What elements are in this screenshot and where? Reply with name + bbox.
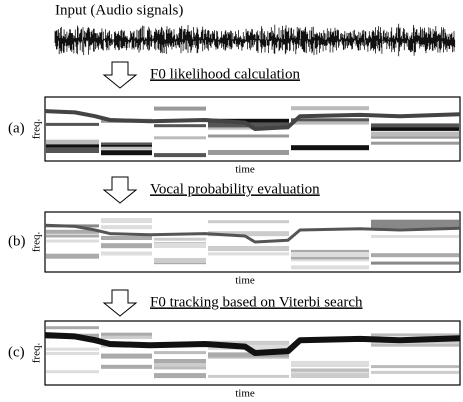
likelihood-bar	[291, 106, 369, 111]
likelihood-bar	[154, 351, 206, 355]
likelihood-bar	[101, 332, 152, 336]
likelihood-bar	[208, 340, 289, 346]
step-title: F0 tracking based on Viterbi search	[150, 294, 363, 310]
likelihood-bar	[291, 373, 369, 378]
likelihood-bar	[154, 124, 206, 128]
likelihood-bar	[101, 225, 152, 230]
panel-label: (b)	[8, 233, 26, 249]
likelihood-bar	[46, 139, 99, 145]
likelihood-bar	[371, 126, 459, 131]
likelihood-bar	[154, 107, 206, 111]
arrow	[102, 289, 138, 317]
likelihood-bar	[101, 364, 152, 369]
likelihood-bar	[371, 370, 459, 374]
likelihood-bar	[291, 360, 369, 366]
likelihood-bar	[46, 352, 99, 355]
likelihood-bar	[154, 243, 206, 248]
likelihood-bar	[371, 343, 459, 347]
likelihood-bar	[208, 231, 289, 237]
arrow	[102, 176, 138, 204]
y-axis-label: freq.	[31, 232, 43, 253]
likelihood-bar	[291, 145, 369, 149]
likelihood-bar	[154, 366, 206, 370]
arrow	[102, 61, 138, 89]
likelihood-bar	[371, 333, 459, 337]
likelihood-bar	[46, 147, 99, 153]
waveform	[54, 23, 456, 57]
panel-label: (c)	[8, 344, 25, 360]
likelihood-bar	[46, 239, 99, 243]
likelihood-bar	[291, 368, 369, 372]
panel-label: (a)	[8, 120, 25, 136]
x-axis-label: time	[235, 164, 255, 176]
likelihood-bar	[46, 122, 99, 126]
likelihood-bar	[371, 131, 459, 137]
likelihood-bar	[208, 252, 289, 256]
likelihood-bar	[208, 247, 289, 252]
likelihood-bar	[46, 370, 99, 374]
likelihood-bar	[371, 219, 459, 225]
likelihood-bar	[371, 141, 459, 145]
likelihood-bar	[371, 234, 459, 238]
likelihood-bar	[101, 334, 152, 339]
likelihood-bar	[371, 253, 459, 258]
likelihood-bar	[371, 365, 459, 369]
likelihood-bar	[101, 218, 152, 223]
likelihood-bar	[154, 237, 206, 241]
y-axis-label: freq.	[31, 343, 43, 364]
likelihood-bar	[291, 265, 369, 270]
y-axis-label: freq.	[31, 119, 43, 140]
likelihood-bar	[101, 145, 152, 148]
likelihood-bar	[46, 144, 99, 149]
f0-curve	[44, 223, 461, 244]
likelihood-bar	[101, 146, 152, 150]
likelihood-bar	[46, 234, 99, 238]
likelihood-bar	[46, 253, 99, 259]
likelihood-bar	[154, 136, 206, 140]
x-axis-label: time	[235, 388, 255, 400]
likelihood-bar	[291, 118, 369, 122]
likelihood-bar	[46, 229, 99, 234]
likelihood-bar	[46, 326, 99, 330]
likelihood-bar	[154, 258, 206, 263]
likelihood-bar	[101, 150, 152, 156]
likelihood-bar	[371, 223, 459, 229]
likelihood-bar	[101, 353, 152, 359]
waveform-path	[54, 23, 456, 57]
likelihood-bar	[101, 243, 152, 249]
likelihood-bar	[101, 251, 152, 256]
likelihood-bar	[208, 134, 289, 138]
likelihood-bar	[371, 261, 459, 265]
likelihood-bar	[208, 150, 289, 155]
f0-curve	[44, 332, 461, 356]
likelihood-bar	[154, 373, 206, 379]
likelihood-bar	[154, 359, 206, 363]
step-title: Vocal probability evaluation	[150, 181, 320, 197]
likelihood-bar	[208, 220, 289, 224]
likelihood-bar	[46, 347, 99, 351]
likelihood-bar	[291, 119, 369, 125]
likelihood-bar	[101, 236, 152, 240]
x-axis-label: time	[235, 275, 255, 287]
likelihood-bar	[291, 147, 369, 151]
likelihood-bar	[208, 246, 289, 249]
panels: F0 likelihood calculation (a) freq. time Voc…	[8, 61, 461, 400]
likelihood-bar	[371, 123, 459, 128]
likelihood-bar	[154, 362, 206, 367]
likelihood-bar	[208, 118, 289, 123]
likelihood-bar	[208, 374, 289, 378]
likelihood-bar	[208, 352, 289, 358]
likelihood-bar	[154, 153, 206, 158]
input-label: Input (Audio signals)	[55, 2, 183, 18]
step-title: F0 likelihood calculation	[150, 66, 300, 82]
f0-curve	[44, 109, 461, 131]
likelihood-bar	[291, 252, 369, 257]
